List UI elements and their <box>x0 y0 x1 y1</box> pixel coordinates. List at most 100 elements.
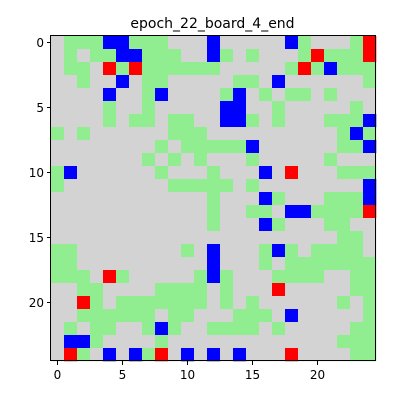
heatmap-cell <box>363 75 377 89</box>
heatmap-cell <box>311 270 325 284</box>
heatmap-cell <box>350 101 364 115</box>
heatmap-cell <box>311 153 325 167</box>
heatmap-cell <box>285 127 299 141</box>
heatmap-cell <box>181 205 195 219</box>
heatmap-cell <box>337 36 351 50</box>
heatmap-cell <box>363 205 377 219</box>
heatmap-cell <box>181 88 195 102</box>
heatmap-cell <box>129 101 143 115</box>
heatmap-cell <box>194 218 208 232</box>
heatmap-cell <box>77 348 91 362</box>
heatmap-cell <box>168 231 182 245</box>
heatmap-cell <box>155 218 169 232</box>
y-axis: 0 5 10 15 20 <box>29 36 51 310</box>
heatmap-cell <box>272 49 286 63</box>
heatmap-cell <box>51 101 65 115</box>
heatmap-cell <box>285 62 299 76</box>
heatmap-cell <box>311 192 325 206</box>
heatmap-cell <box>207 309 221 323</box>
heatmap-cell <box>363 335 377 349</box>
heatmap-cell <box>259 322 273 336</box>
heatmap-cell <box>285 179 299 193</box>
heatmap-cell <box>155 348 169 362</box>
heatmap-cell <box>363 348 377 362</box>
heatmap-cell <box>155 153 169 167</box>
heatmap-cell <box>194 231 208 245</box>
heatmap-cell <box>337 153 351 167</box>
heatmap-cell <box>246 257 260 271</box>
heatmap-cell <box>311 244 325 258</box>
heatmap-cell <box>311 348 325 362</box>
heatmap-cell <box>51 166 65 180</box>
heatmap-cell <box>207 192 221 206</box>
heatmap-cell <box>51 153 65 167</box>
heatmap-cell <box>233 296 247 310</box>
heatmap-cell <box>77 88 91 102</box>
heatmap-cell <box>350 283 364 297</box>
heatmap-cell <box>233 309 247 323</box>
heatmap-cell <box>220 192 234 206</box>
heatmap-cell <box>272 153 286 167</box>
heatmap-cell <box>155 101 169 115</box>
heatmap-cell <box>207 257 221 271</box>
heatmap-cell <box>90 257 104 271</box>
heatmap-cell <box>64 49 78 63</box>
heatmap-cell <box>90 192 104 206</box>
heatmap-cell <box>337 296 351 310</box>
heatmap-cell <box>129 179 143 193</box>
heatmap-cell <box>103 205 117 219</box>
heatmap-cell <box>116 309 130 323</box>
heatmap-cell <box>207 88 221 102</box>
heatmap-cell <box>129 75 143 89</box>
heatmap-cell <box>285 283 299 297</box>
heatmap-cell <box>350 322 364 336</box>
heatmap-cell <box>51 140 65 154</box>
heatmap-cell <box>90 114 104 128</box>
heatmap-cell <box>246 296 260 310</box>
heatmap-cell <box>90 218 104 232</box>
heatmap-cell <box>207 166 221 180</box>
heatmap-cell <box>233 36 247 50</box>
heatmap-cell <box>272 140 286 154</box>
heatmap-cell <box>64 348 78 362</box>
heatmap-cell <box>207 75 221 89</box>
heatmap-cell <box>64 88 78 102</box>
heatmap-cell <box>350 88 364 102</box>
heatmap-cell <box>155 257 169 271</box>
heatmap-cell <box>155 114 169 128</box>
heatmap-cell <box>324 140 338 154</box>
heatmap-cell <box>194 192 208 206</box>
heatmap-cell <box>103 218 117 232</box>
heatmap-cell <box>51 127 65 141</box>
heatmap-cell <box>207 218 221 232</box>
heatmap-cell <box>337 205 351 219</box>
heatmap-cell <box>181 309 195 323</box>
heatmap-cell <box>298 218 312 232</box>
heatmap-cell <box>51 192 65 206</box>
heatmap-cell <box>298 36 312 50</box>
heatmap-cell <box>272 114 286 128</box>
heatmap-cell <box>350 205 364 219</box>
heatmap-cell <box>90 49 104 63</box>
heatmap-cell <box>259 62 273 76</box>
heatmap-cell <box>155 166 169 180</box>
heatmap-cell <box>233 283 247 297</box>
heatmap-cell <box>155 322 169 336</box>
heatmap-cell <box>259 49 273 63</box>
heatmap-cell <box>142 166 156 180</box>
heatmap-cell <box>155 296 169 310</box>
heatmap-cell <box>272 270 286 284</box>
heatmap-cell <box>337 335 351 349</box>
heatmap-cell <box>181 114 195 128</box>
heatmap-cell <box>90 296 104 310</box>
heatmap-cell <box>194 114 208 128</box>
heatmap-cell <box>363 179 377 193</box>
heatmap-cell <box>194 36 208 50</box>
heatmap-cell <box>181 166 195 180</box>
heatmap-cell <box>272 283 286 297</box>
heatmap-cell <box>272 127 286 141</box>
heatmap-cell <box>246 114 260 128</box>
heatmap-cell <box>311 49 325 63</box>
heatmap-cell <box>168 114 182 128</box>
